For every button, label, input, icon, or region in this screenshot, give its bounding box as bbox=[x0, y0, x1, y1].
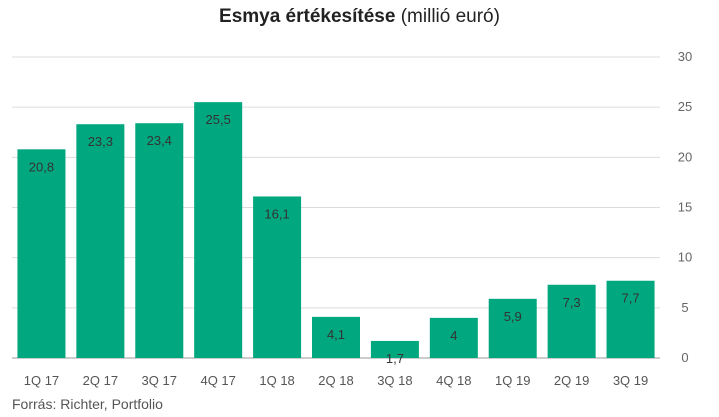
x-axis-ticks: 1Q 17 2Q 17 3Q 17 4Q 17 1Q 18 2Q 18 3Q 18 4Q 18… bbox=[24, 373, 649, 388]
data-label: 16,1 bbox=[264, 206, 289, 221]
y-tick-label: 30 bbox=[678, 49, 692, 64]
y-tick-label: 5 bbox=[681, 300, 688, 315]
x-tick-label: 3Q 19 bbox=[613, 373, 648, 388]
y-tick-label: 15 bbox=[678, 200, 692, 215]
bars bbox=[17, 102, 655, 359]
bar bbox=[194, 102, 243, 359]
data-label: 25,5 bbox=[206, 112, 231, 127]
x-tick-label: 4Q 17 bbox=[200, 373, 235, 388]
bar bbox=[312, 316, 360, 358]
x-tick-label: 1Q 18 bbox=[259, 373, 294, 388]
x-tick-label: 2Q 19 bbox=[554, 373, 589, 388]
bar bbox=[17, 149, 66, 358]
y-tick-label: 25 bbox=[678, 99, 692, 114]
y-tick-label: 0 bbox=[681, 350, 688, 365]
y-axis-ticks: 0 5 10 15 20 25 30 bbox=[678, 49, 692, 365]
data-label: 7,3 bbox=[563, 295, 581, 310]
bar bbox=[429, 317, 478, 358]
bar bbox=[76, 124, 125, 359]
chart-title-unit: (millió euró) bbox=[395, 6, 500, 27]
x-tick-label: 3Q 17 bbox=[142, 373, 177, 388]
data-label: 23,3 bbox=[88, 134, 113, 149]
bar bbox=[370, 340, 419, 358]
bar bbox=[135, 123, 184, 358]
chart-title: Esmya értékesítése (millió euró) bbox=[0, 6, 719, 28]
source-note: Forrás: Richter, Portfolio bbox=[12, 396, 163, 412]
x-tick-label: 1Q 17 bbox=[24, 373, 59, 388]
data-label: 1,7 bbox=[386, 351, 404, 366]
data-labels: 20,8 23,3 23,4 25,5 16,1 4,1 1,7 4 5,9 7,3 7,7 bbox=[29, 112, 640, 366]
data-label: 4,1 bbox=[327, 327, 345, 342]
bar bbox=[253, 196, 302, 358]
data-label: 20,8 bbox=[29, 159, 54, 174]
data-label: 7,7 bbox=[622, 291, 640, 306]
bar bbox=[606, 280, 655, 358]
x-tick-label: 1Q 19 bbox=[495, 373, 530, 388]
bar bbox=[488, 298, 537, 358]
x-tick-label: 3Q 18 bbox=[377, 373, 412, 388]
x-tick-label: 4Q 18 bbox=[436, 373, 471, 388]
y-tick-label: 10 bbox=[678, 250, 692, 265]
data-label: 4 bbox=[450, 328, 457, 343]
x-tick-label: 2Q 17 bbox=[83, 373, 118, 388]
data-label: 23,4 bbox=[147, 133, 172, 148]
data-label: 5,9 bbox=[504, 309, 522, 324]
x-tick-label: 2Q 18 bbox=[318, 373, 353, 388]
bar bbox=[547, 284, 596, 358]
y-tick-label: 20 bbox=[678, 149, 692, 164]
chart-title-bold: Esmya értékesítése bbox=[219, 6, 396, 27]
